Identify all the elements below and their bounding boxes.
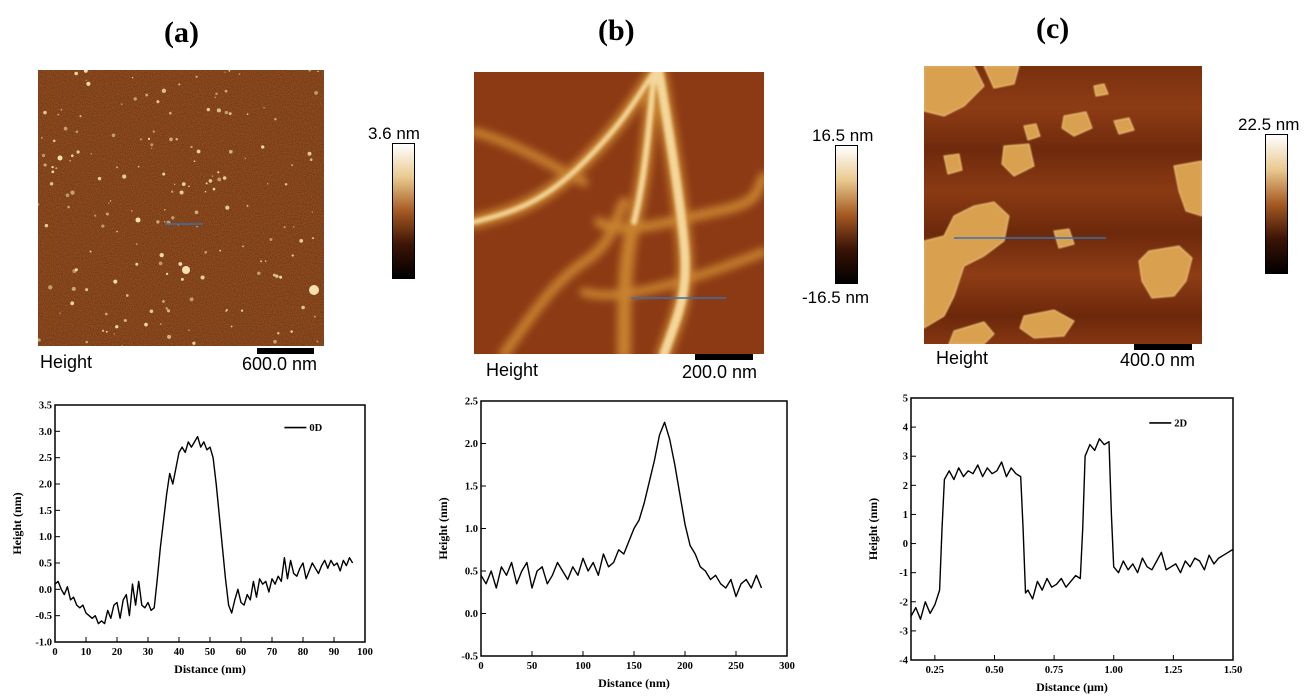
x-axis-label-c: Distance (μm) [1036, 680, 1108, 694]
x-tick-label-a: 10 [81, 647, 92, 658]
y-tick-label-b: 0.0 [465, 609, 478, 620]
scale-bar-b [695, 354, 753, 360]
y-axis-label-c: Height (nm) [866, 498, 880, 560]
y-tick-label-c: 1 [903, 510, 908, 521]
x-tick-label-c: 0.25 [926, 665, 944, 676]
x-tick-label-b: 150 [626, 661, 642, 672]
y-tick-label-b: 2.5 [465, 397, 478, 408]
x-tick-label-c: 1.25 [1164, 665, 1182, 676]
x-tick-label-b: 250 [728, 661, 744, 672]
x-tick-label-b: 200 [677, 661, 693, 672]
colorbar-a [392, 143, 415, 279]
y-tick-label-a: 0.5 [39, 559, 52, 570]
y-tick-label-c: 0 [903, 539, 908, 550]
y-tick-label-a: 3.0 [39, 427, 52, 438]
y-tick-label-c: 3 [903, 452, 908, 463]
x-tick-label-a: 40 [174, 647, 185, 658]
x-tick-label-a: 70 [267, 647, 278, 658]
x-tick-label-a: 20 [112, 647, 123, 658]
y-tick-label-a: 1.5 [39, 506, 52, 517]
x-tick-label-a: 0 [52, 647, 57, 658]
y-tick-label-a: 3.5 [39, 401, 52, 412]
y-tick-label-a: -0.5 [35, 611, 52, 622]
afm-image-b [474, 72, 764, 354]
y-tick-label-c: -2 [899, 597, 908, 608]
y-tick-label-a: 0.0 [39, 585, 52, 596]
x-tick-label-b: 50 [527, 661, 538, 672]
image-caption-c: Height [936, 348, 989, 368]
x-tick-label-a: 90 [329, 647, 340, 658]
x-tick-label-c: 0.75 [1045, 665, 1063, 676]
y-tick-label-b: 0.5 [465, 567, 478, 578]
afm-image-c [924, 66, 1202, 344]
x-axis-label-b: Distance (nm) [598, 676, 670, 690]
colorbar-max-c: 22.5 nm [1238, 115, 1300, 134]
y-tick-label-b: -0.5 [461, 652, 478, 663]
scale-bar-label-c: 400.0 nm [1120, 350, 1196, 370]
scale-bar-label-b: 200.0 nm [682, 362, 758, 382]
colorbar-b [835, 145, 858, 284]
x-tick-label-b: 0 [478, 661, 483, 672]
colorbar-min-b: -16.5 nm [802, 288, 870, 307]
colorbar-max-a: 3.6 nm [368, 124, 420, 143]
y-axis-label-a: Height (nm) [10, 492, 24, 554]
y-tick-label-a: 1.0 [39, 532, 52, 543]
x-tick-label-a: 80 [298, 647, 309, 658]
height-profile-chart-c: 0.25 0.50 0.75 1.00 1.25 1.50 -4 -3 -2 -1 0 1 2 3 4 5 Di… [866, 394, 1242, 695]
series-line-b [480, 421, 763, 598]
y-tick-label-b: 2.0 [465, 439, 478, 450]
x-tick-label-a: 50 [205, 647, 216, 658]
series-line-a [54, 435, 354, 625]
y-tick-label-c: 5 [903, 394, 908, 405]
legend-label-a: 0D [309, 423, 322, 434]
x-tick-label-c: 1.50 [1224, 665, 1242, 676]
y-tick-label-c: -4 [899, 656, 908, 667]
x-tick-label-c: 1.00 [1105, 665, 1123, 676]
x-tick-label-b: 300 [779, 661, 795, 672]
colorbar-max-b: 16.5 nm [812, 126, 874, 145]
scale-bar-c [1134, 344, 1192, 350]
colorbar-c [1265, 134, 1288, 274]
plot-frame-a [54, 404, 366, 643]
y-tick-label-c: 4 [903, 423, 909, 434]
scale-bar-label-a: 600.0 nm [242, 354, 318, 374]
y-tick-label-a: 2.0 [39, 480, 52, 491]
x-tick-label-a: 30 [143, 647, 154, 658]
x-axis-label-a: Distance (nm) [174, 662, 246, 676]
y-axis-label-b: Height (nm) [436, 497, 450, 559]
afm-image-a [38, 70, 324, 346]
y-tick-label-c: -3 [899, 626, 908, 637]
x-tick-label-a: 100 [357, 647, 373, 658]
y-tick-label-b: 1.0 [465, 524, 478, 535]
y-tick-label-a: 2.5 [39, 453, 52, 464]
height-profile-chart-b: 0 50 100 150 200 250 300 -0.5 0.0 0.5 1.0 1.5 2.0 2.5… [436, 397, 795, 691]
legend-label-c: 2D [1174, 418, 1187, 429]
plot-frame-c [910, 397, 1234, 661]
x-tick-label-b: 100 [575, 661, 591, 672]
y-tick-label-c: 2 [903, 481, 908, 492]
panel-label-b: (b) [598, 14, 635, 47]
scale-bar-a [257, 348, 314, 354]
x-tick-label-a: 60 [236, 647, 247, 658]
y-tick-label-c: -1 [899, 568, 908, 579]
series-line-c [910, 438, 1234, 620]
height-profile-chart-a: 0 10 20 30 40 50 60 70 80 90 100 -1.0 -0.5 0.0 0.5 1.0 1… [10, 401, 373, 677]
panel-label-a: (a) [164, 16, 199, 49]
panel-label-c: (c) [1036, 12, 1070, 45]
image-caption-b: Height [486, 360, 539, 380]
y-tick-label-b: 1.5 [465, 482, 478, 493]
image-caption-a: Height [40, 352, 93, 372]
x-tick-label-c: 0.50 [985, 665, 1003, 676]
y-tick-label-a: -1.0 [35, 638, 52, 649]
